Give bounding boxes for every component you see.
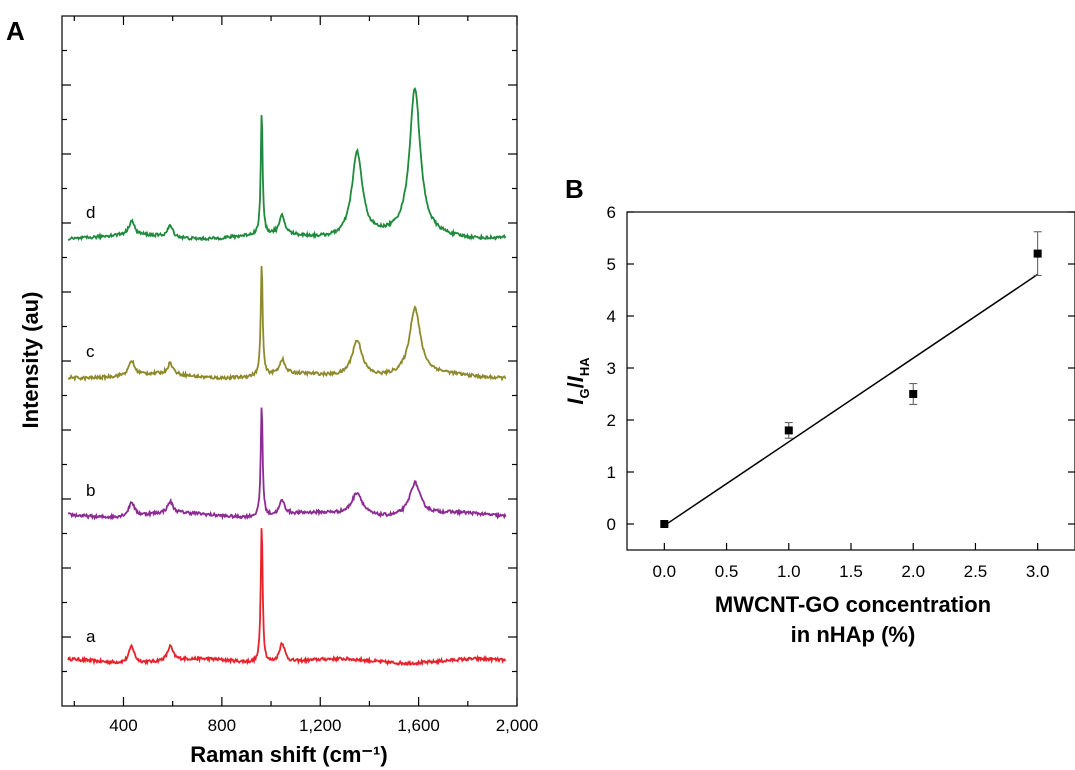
panel-b-fit-line-group xyxy=(664,274,1037,525)
b-y-tick-label: 3 xyxy=(607,359,616,378)
trace-d xyxy=(68,89,506,241)
a-x-tick-label: 1,200 xyxy=(299,716,342,735)
panel-b-frame xyxy=(627,212,1075,550)
b-x-tick-label: 3.0 xyxy=(1026,562,1050,581)
data-point xyxy=(909,390,917,398)
data-point xyxy=(660,520,668,528)
panel-a: A 400 800 1,200 1,600 2,000 a b c d Raman shift… xyxy=(6,16,538,767)
panel-a-x-axis-title: Raman shift (cm⁻¹) xyxy=(190,742,387,767)
b-y-tick-label: 4 xyxy=(607,307,616,326)
b-x-tick-label: 2.0 xyxy=(901,562,925,581)
trace-label-c: c xyxy=(86,342,95,361)
trace-label-a: a xyxy=(86,627,96,646)
fit-line xyxy=(664,274,1037,525)
panel-b: B 0.0 0.5 1.0 1.5 2.0 2.5 3.0 0 1 2 3 4 5 6 MWCNT-GO… xyxy=(563,174,1075,647)
panel-b-y-axis-title: IG/IHA xyxy=(563,357,592,405)
a-x-tick-label: 1,600 xyxy=(397,716,440,735)
trace-label-d: d xyxy=(86,203,95,222)
a-x-tick-label: 800 xyxy=(208,716,236,735)
b-y-tick-label: 6 xyxy=(607,203,616,222)
panel-a-letter: A xyxy=(6,16,25,46)
y-title-sub1: G xyxy=(577,388,592,398)
panel-a-y-axis-title: Intensity (au) xyxy=(18,292,43,429)
a-x-tick-label: 2,000 xyxy=(496,716,539,735)
b-x-tick-label: 0.5 xyxy=(715,562,739,581)
b-y-tick-label: 5 xyxy=(607,255,616,274)
panel-b-x-axis-title-line2: in nHAp (%) xyxy=(791,622,916,647)
panel-b-x-axis-title-line1: MWCNT-GO concentration xyxy=(715,592,991,617)
panel-b-x-tick-labels: 0.0 0.5 1.0 1.5 2.0 2.5 3.0 xyxy=(653,562,1050,581)
b-x-tick-label: 1.5 xyxy=(839,562,863,581)
panel-b-points xyxy=(660,232,1041,528)
panel-a-x-tick-labels: 400 800 1,200 1,600 2,000 xyxy=(109,716,538,735)
b-y-tick-label: 2 xyxy=(607,411,616,430)
trace-c xyxy=(68,266,506,379)
b-x-tick-label: 2.5 xyxy=(964,562,988,581)
panel-b-letter: B xyxy=(565,174,584,204)
a-x-tick-label: 400 xyxy=(109,716,137,735)
panel-a-trace-labels: a b c d xyxy=(86,203,96,646)
b-x-tick-label: 0.0 xyxy=(653,562,677,581)
panel-b-y-tick-labels: 0 1 2 3 4 5 6 xyxy=(607,203,616,534)
panel-b-ticks xyxy=(627,212,1075,550)
data-point xyxy=(1034,250,1042,258)
b-y-tick-label: 0 xyxy=(607,515,616,534)
b-y-tick-label: 1 xyxy=(607,463,616,482)
y-title-sub2: HA xyxy=(577,357,592,376)
panel-a-traces xyxy=(68,89,506,665)
trace-b xyxy=(68,408,506,519)
data-point xyxy=(785,426,793,434)
trace-label-b: b xyxy=(86,481,95,500)
trace-a xyxy=(68,528,506,665)
b-x-tick-label: 1.0 xyxy=(777,562,801,581)
